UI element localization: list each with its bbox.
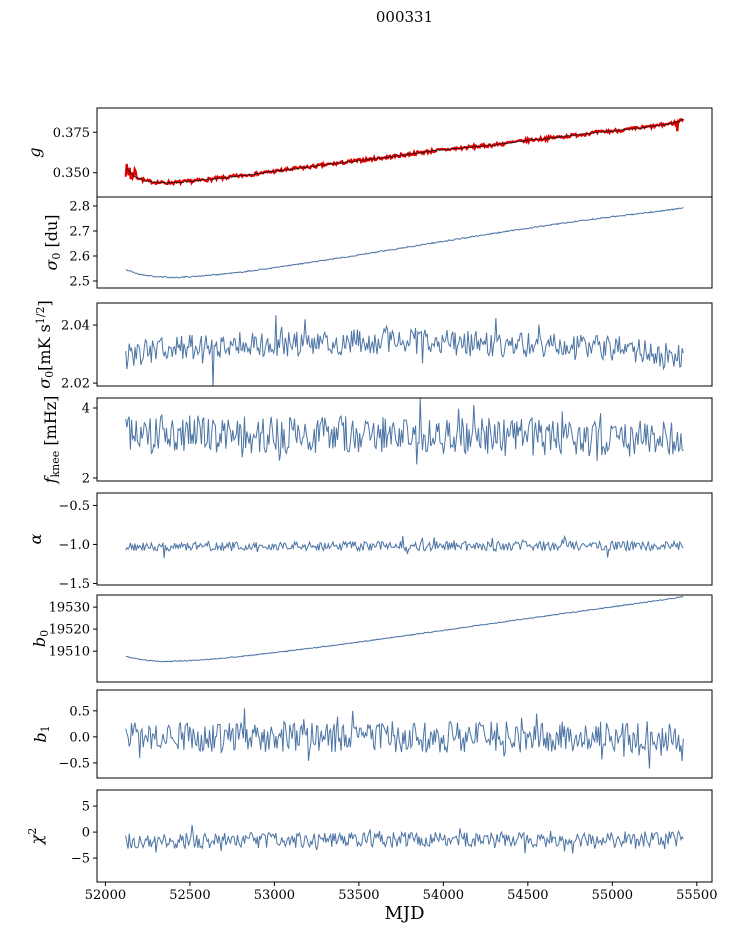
panel-frame: [96, 492, 713, 586]
series-sigma0-du: [125, 207, 684, 279]
ytick-label: −0.5: [58, 499, 90, 514]
ytick-label: 0.350: [53, 166, 90, 181]
panel-b0: 19510 19520 19530 b0: [30, 594, 713, 683]
figure-title: 000331: [375, 8, 434, 26]
xtick-label: 55500: [676, 888, 717, 903]
series-alpha: [125, 534, 684, 559]
y-axis-label-chi2: χ2: [26, 828, 46, 846]
panel-chi2: 5 0 −5 χ2: [26, 789, 713, 883]
ytick-label: 2.8: [69, 200, 90, 215]
ytick-label: 19510: [49, 645, 90, 660]
ytick-label: −1.5: [58, 577, 90, 592]
xtick-label: 53500: [338, 888, 379, 903]
ytick-label: 19520: [49, 623, 90, 638]
ytick-label: −0.5: [58, 756, 90, 771]
series-b1: [125, 708, 684, 769]
ytick-label: 2.02: [61, 377, 90, 392]
ytick-label: 2.04: [61, 319, 90, 334]
panel-g: 0.350 0.375 g: [25, 107, 713, 198]
xtick-label: 54000: [423, 888, 464, 903]
panel-alpha: −0.5 −1.0 −1.5 α: [26, 492, 713, 592]
ytick-label: 0.375: [53, 126, 90, 141]
ytick-label: −5: [71, 852, 90, 867]
y-axis-label-g: g: [25, 147, 44, 157]
panel-fknee: 2 4 fknee [mHz]: [41, 396, 713, 486]
xtick-label: 54500: [507, 888, 548, 903]
y-axis-label-b1: b1: [31, 725, 52, 742]
series-fknee: [125, 398, 684, 465]
xtick-label: 52500: [169, 888, 210, 903]
panel-frame: [96, 196, 713, 289]
panel-b1: 0.5 0.0 −0.5 b1: [31, 689, 713, 779]
y-axis-label-sigma0-mk: σ0[mK s1/2]: [34, 300, 56, 389]
panel-frame: [96, 107, 713, 198]
xtick-label: 53000: [254, 888, 295, 903]
xtick-label: 55000: [592, 888, 633, 903]
series-sigma0-mk: [125, 314, 684, 386]
ytick-label: 4: [82, 402, 90, 417]
x-axis-title: MJD: [384, 903, 425, 924]
panel-sigma0-mk: 2.02 2.04 σ0[mK s1/2]: [34, 300, 713, 392]
series-chi2: [125, 825, 684, 854]
panel-sigma0-du: 2.5 2.6 2.7 2.8 σ0 [du]: [42, 196, 713, 290]
panel-frame: [96, 302, 713, 387]
ytick-label: 2: [82, 471, 90, 486]
y-axis-label-b0: b0: [30, 630, 51, 647]
panel-frame: [96, 689, 713, 779]
y-axis-label-alpha: α: [26, 533, 45, 544]
ytick-label: 19530: [49, 601, 90, 616]
y-axis-label-sigma0-du: σ0 [du]: [42, 214, 63, 270]
y-axis-label-fknee: fknee [mHz]: [41, 396, 62, 485]
panel-frame: [96, 397, 713, 482]
ytick-label: 5: [82, 800, 90, 815]
xtick-label: 52000: [85, 888, 126, 903]
panel-frame: [96, 789, 713, 883]
ytick-label: 0: [82, 826, 90, 841]
ytick-label: 2.6: [69, 250, 90, 265]
ytick-label: 0.0: [69, 730, 90, 745]
ytick-label: −1.0: [58, 538, 90, 553]
series-gain-black: [125, 118, 684, 184]
ytick-label: 2.7: [69, 225, 90, 240]
ytick-label: 0.5: [69, 704, 90, 719]
panel-frame: [96, 594, 713, 683]
series-b0: [125, 595, 684, 663]
series-gain-red: [124, 118, 685, 187]
ytick-label: 2.5: [69, 275, 90, 290]
